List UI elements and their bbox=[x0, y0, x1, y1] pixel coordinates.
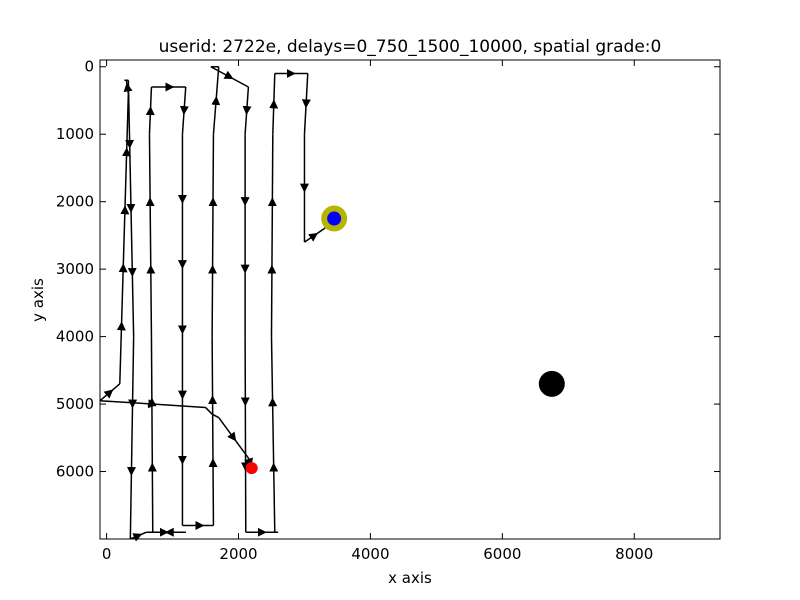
axes-layer: 0 2000 4000 6000 8000 0 1000 2000 3000 4000 5000 60… bbox=[56, 58, 720, 563]
y-tick-label: 1000 bbox=[56, 125, 94, 143]
y-tick-label: 6000 bbox=[56, 463, 94, 481]
trajectory-segment bbox=[211, 413, 220, 419]
y-tick-label: 2000 bbox=[56, 193, 94, 211]
x-tick-label: 0 bbox=[102, 545, 112, 563]
trajectory-segment bbox=[204, 406, 213, 415]
trajectory-segment bbox=[148, 134, 153, 337]
trajectory-segment bbox=[150, 336, 154, 533]
chart-title: userid: 2722e, delays=0_750_1500_10000, … bbox=[159, 37, 662, 57]
x-tick-label: 6000 bbox=[483, 545, 521, 563]
start-marker bbox=[245, 462, 258, 475]
target-marker bbox=[327, 211, 342, 226]
trajectory-series-0 bbox=[99, 65, 335, 542]
x-tick-label: 4000 bbox=[351, 545, 389, 563]
y-tick-label: 3000 bbox=[56, 260, 94, 278]
trajectory-segment bbox=[270, 134, 274, 337]
trajectory-segment bbox=[211, 336, 215, 526]
y-tick-label: 5000 bbox=[56, 395, 94, 413]
other-marker bbox=[538, 370, 565, 397]
trajectory-segment bbox=[211, 134, 215, 337]
trajectory-segment bbox=[270, 336, 276, 533]
x-axis-label: x axis bbox=[388, 569, 432, 587]
y-tick-label: 0 bbox=[84, 58, 94, 76]
x-tick-label: 2000 bbox=[219, 545, 257, 563]
plot-area bbox=[99, 65, 565, 542]
x-tick-label: 8000 bbox=[615, 545, 653, 563]
plot-background bbox=[100, 60, 720, 539]
y-axis-label: y axis bbox=[29, 278, 47, 322]
y-tick-label: 4000 bbox=[56, 328, 94, 346]
trajectory-segment bbox=[129, 336, 135, 540]
plot-frame bbox=[99, 59, 721, 540]
trajectory-segment bbox=[244, 336, 247, 533]
